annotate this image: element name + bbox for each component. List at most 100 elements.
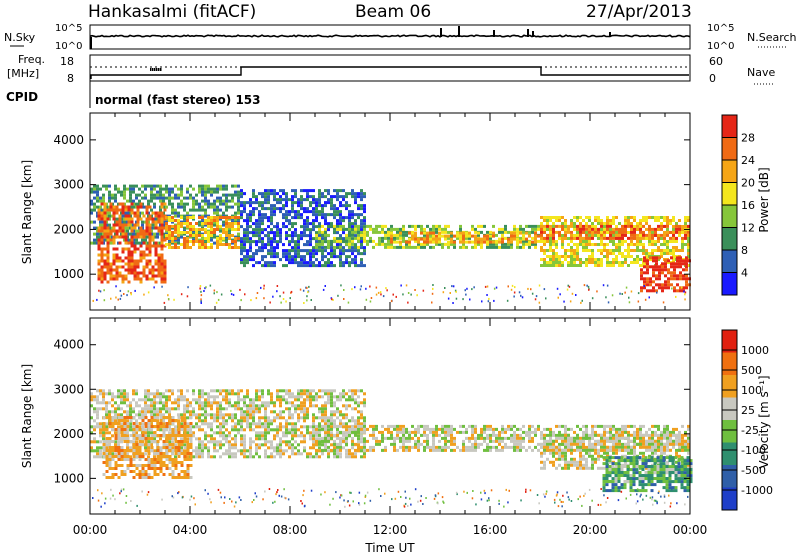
range-cell-power [133, 223, 137, 227]
range-cell-power [267, 198, 270, 202]
range-cell-power [498, 237, 501, 241]
range-cell-power [204, 243, 207, 246]
range-cell-power [243, 246, 246, 250]
range-cell-power [112, 226, 116, 230]
range-cell-power [363, 239, 366, 243]
range-cell-velocity [240, 410, 243, 414]
range-cell-power [273, 225, 276, 229]
range-cell-velocity [195, 449, 198, 453]
range-cell-velocity [150, 410, 153, 414]
range-cell-velocity [108, 413, 111, 417]
range-cell-velocity [132, 431, 136, 434]
range-cell-power [552, 255, 555, 258]
range-cell-power [189, 208, 192, 212]
range-cell-power [582, 224, 585, 228]
range-cell-power [652, 265, 655, 269]
range-cell-velocity [237, 395, 240, 399]
range-cell-power [219, 240, 222, 243]
range-cell-power [567, 243, 570, 246]
range-cell-power [279, 231, 282, 235]
range-cell-power [648, 227, 651, 231]
range-cell-power [453, 242, 456, 246]
range-cell-velocity [99, 428, 102, 432]
range-cell-velocity [276, 398, 279, 402]
range-cell-velocity [174, 428, 177, 432]
range-cell-power [97, 271, 101, 275]
range-cell-velocity [243, 398, 246, 402]
range-cell-power [321, 252, 324, 256]
range-cell-velocity [171, 428, 175, 431]
range-cell-power [321, 207, 324, 211]
range-cell-velocity [117, 419, 121, 422]
range-cell-velocity [231, 443, 234, 447]
range-cell-power [672, 255, 675, 258]
range-cell-velocity [285, 401, 288, 405]
range-cell-power [429, 231, 432, 235]
range-cell-power [148, 244, 152, 248]
range-cell-power [276, 222, 279, 226]
speckle-power [611, 294, 614, 297]
range-cell-power [216, 222, 219, 225]
range-cell-velocity [123, 452, 127, 455]
range-cell-velocity [96, 401, 99, 405]
range-cell-velocity [285, 440, 288, 444]
range-cell-velocity [279, 428, 282, 432]
range-cell-power [348, 242, 351, 246]
range-cell-power [99, 223, 102, 227]
range-cell-power [318, 210, 321, 214]
range-cell-velocity [195, 398, 198, 402]
range-cell-velocity [255, 449, 258, 453]
range-cell-velocity [138, 440, 142, 443]
range-cell-velocity [258, 434, 261, 438]
range-cell-velocity [114, 452, 117, 456]
range-cell-velocity [237, 401, 240, 405]
range-cell-power [600, 228, 603, 231]
range-cell-velocity [180, 419, 184, 422]
range-cell-velocity [237, 392, 240, 396]
range-cell-velocity [300, 401, 303, 405]
range-cell-power [171, 220, 174, 224]
range-cell-power [300, 255, 303, 259]
range-cell-power [330, 242, 333, 246]
range-cell-velocity [300, 407, 303, 411]
range-cell-velocity [147, 398, 150, 402]
range-cell-velocity [300, 416, 303, 420]
range-cell-power [174, 237, 177, 240]
range-cell-velocity [102, 440, 106, 443]
range-cell-power [291, 207, 294, 211]
range-cell-power [426, 234, 429, 238]
range-cell-power [273, 207, 276, 211]
range-cell-power [525, 239, 528, 243]
range-cell-velocity [141, 419, 145, 422]
range-cell-velocity [123, 410, 126, 414]
speckle-power [454, 289, 457, 292]
range-cell-power [351, 210, 354, 214]
range-cell-power [627, 243, 630, 246]
range-cell-power [606, 258, 609, 261]
range-cell-velocity [102, 461, 106, 464]
range-cell-velocity [306, 398, 309, 402]
range-cell-power [594, 264, 597, 267]
range-cell-power [510, 242, 513, 246]
range-cell-power [294, 240, 297, 244]
range-cell-velocity [135, 428, 139, 431]
range-cell-velocity [129, 425, 132, 429]
range-cell-power [99, 220, 102, 224]
range-cell-power [118, 271, 122, 275]
range-cell-power [198, 220, 201, 224]
range-cell-velocity [186, 404, 189, 408]
range-cell-velocity [126, 455, 130, 458]
range-cell-power [327, 228, 330, 232]
range-cell-power [294, 216, 297, 220]
range-cell-velocity [300, 431, 303, 435]
range-cell-power [106, 241, 110, 245]
range-cell-power [148, 277, 152, 281]
range-cell-power [339, 204, 342, 208]
nave-dot [158, 68, 160, 71]
freq-right-tick-top: 60 [709, 55, 723, 68]
range-cell-power [348, 255, 351, 259]
range-cell-velocity [195, 401, 198, 405]
range-cell-velocity [276, 446, 279, 450]
range-cell-power [579, 233, 582, 237]
range-cell-power [321, 264, 324, 268]
